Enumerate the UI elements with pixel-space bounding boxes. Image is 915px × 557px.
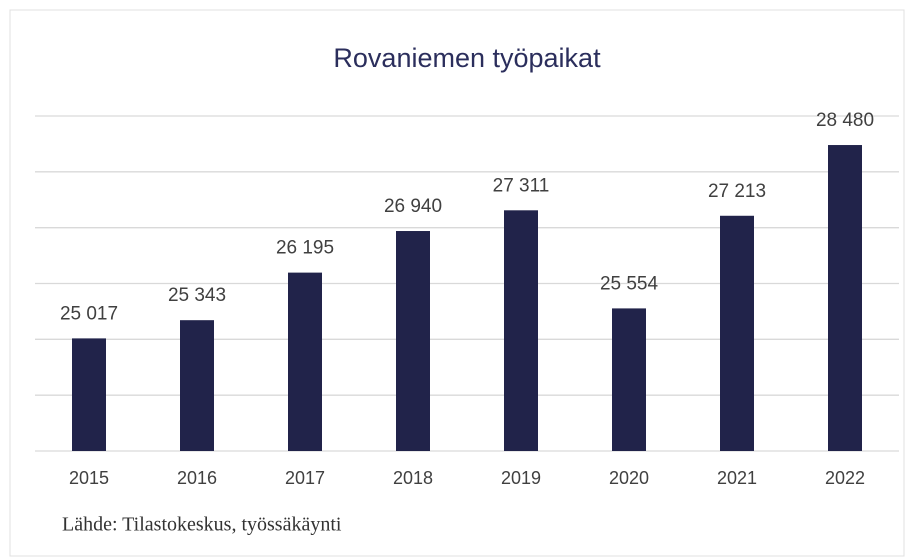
x-tick-label: 2022 [825, 468, 865, 488]
x-tick-label: 2016 [177, 468, 217, 488]
x-tick-label: 2015 [69, 468, 109, 488]
data-label: 27 213 [708, 181, 766, 202]
data-label: 27 311 [493, 175, 550, 196]
bar [72, 338, 106, 451]
data-label: 28 480 [816, 110, 874, 131]
chart-title: Rovaniemen työpaikat [333, 43, 601, 73]
data-label: 26 940 [384, 196, 442, 217]
x-tick-label: 2021 [717, 468, 757, 488]
bar [828, 145, 862, 452]
x-tick-label: 2020 [609, 468, 649, 488]
bar [288, 272, 322, 451]
data-label: 25 554 [600, 273, 659, 294]
bar [396, 231, 430, 451]
bar [720, 215, 754, 451]
data-label: 25 017 [60, 303, 118, 324]
x-tick-label: 2017 [285, 468, 325, 488]
data-label: 25 343 [168, 285, 226, 306]
bar [180, 320, 214, 451]
bar [504, 210, 538, 451]
bar [612, 308, 646, 451]
data-label: 26 195 [276, 238, 334, 259]
source-note: Lähde: Tilastokeskus, työssäkäynti [62, 514, 342, 536]
x-tick-label: 2018 [393, 468, 433, 488]
x-tick-label: 2019 [501, 468, 541, 488]
